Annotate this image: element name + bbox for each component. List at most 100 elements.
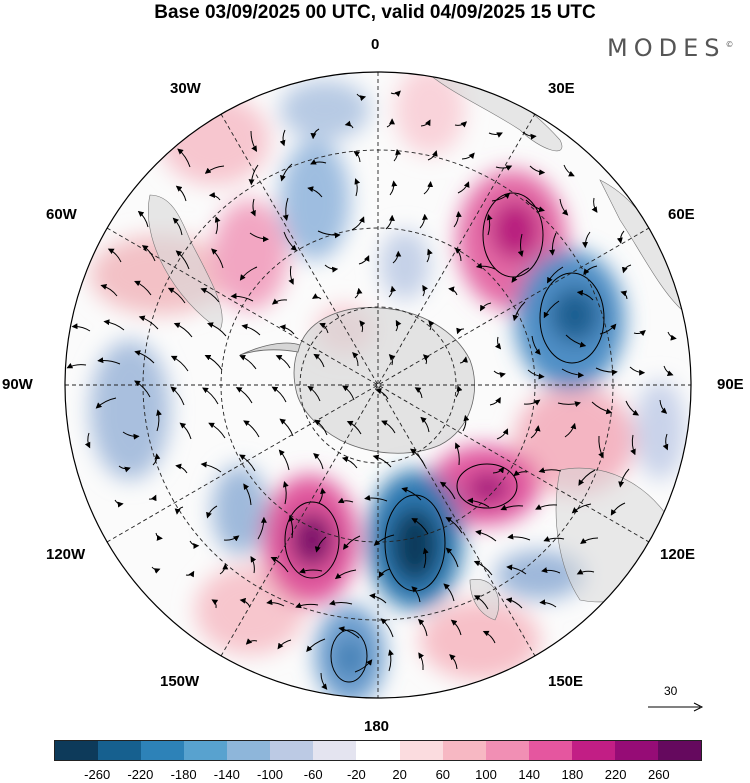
wind-vector — [495, 336, 502, 350]
wind-vector — [576, 289, 594, 301]
wind-vector — [525, 199, 545, 213]
wind-vector — [426, 248, 433, 263]
colorbar-tick-label: -100 — [256, 767, 284, 782]
wind-vector — [239, 355, 257, 370]
wind-vector — [257, 516, 267, 540]
wind-vector — [389, 180, 398, 196]
wind-vector — [134, 380, 151, 398]
wind-vector — [270, 557, 289, 573]
wind-vector — [475, 262, 496, 270]
colorbar-swatch — [485, 741, 529, 760]
wind-vector — [591, 401, 613, 415]
wind-vector — [445, 517, 463, 534]
colorbar-tick-label: 260 — [647, 767, 670, 782]
wind-vector — [423, 181, 434, 195]
wind-vector — [103, 319, 125, 331]
wind-vector — [563, 164, 575, 177]
wind-vector — [422, 354, 430, 365]
wind-vector — [630, 434, 636, 456]
wind-vector — [549, 232, 557, 256]
wind-vector — [95, 397, 117, 409]
wind-vector — [388, 285, 397, 298]
wind-vector — [175, 463, 188, 474]
wind-vector — [473, 560, 493, 576]
new-zealand-landmass — [469, 579, 500, 621]
wind-vector — [538, 467, 562, 473]
wind-vector — [279, 418, 294, 437]
colorbar-tick-label: -20 — [346, 767, 366, 782]
wind-vector — [288, 265, 294, 285]
lon-label-150e: 150E — [548, 673, 584, 690]
wind-vector — [138, 315, 159, 330]
wind-vector — [591, 197, 598, 213]
wind-vector — [543, 536, 565, 542]
wind-vector — [137, 210, 149, 228]
wind-vector — [249, 232, 269, 243]
wind-vector — [250, 130, 258, 152]
wind-vector — [282, 481, 289, 505]
wind-vector — [418, 652, 425, 671]
wind-vector — [500, 504, 524, 511]
wind-vector — [385, 214, 395, 230]
colorbar — [54, 740, 702, 761]
wind-vector — [66, 362, 87, 369]
wind-vector — [172, 217, 183, 236]
wind-vector — [583, 265, 598, 276]
wind-vector — [373, 534, 395, 546]
wind-vector — [250, 198, 256, 217]
wind-vector — [454, 442, 461, 466]
wind-vectors — [66, 90, 677, 690]
wind-vector — [378, 568, 391, 578]
wind-vector — [561, 368, 585, 379]
wind-vector — [175, 250, 190, 270]
wind-vector — [449, 654, 458, 670]
wind-vector — [230, 293, 254, 302]
wind-vector — [364, 494, 388, 502]
wind-vector — [200, 461, 222, 473]
wind-vector — [279, 129, 286, 147]
wind-vector — [420, 416, 430, 433]
colorbar-tick-label: 220 — [604, 767, 627, 782]
wind-vector — [543, 300, 560, 319]
wind-vector — [342, 385, 355, 401]
wind-vector — [337, 497, 354, 504]
wind-vector — [100, 283, 118, 297]
wind-vector — [359, 320, 366, 333]
wind-vector — [314, 536, 327, 553]
wind-vector — [334, 569, 357, 580]
colorbar-tick-label: 20 — [392, 767, 407, 782]
modes-logo: MODES© — [607, 34, 733, 62]
wind-vector — [283, 231, 298, 251]
wind-vector — [388, 353, 396, 366]
wind-vector — [239, 597, 251, 608]
wind-vector — [250, 556, 257, 574]
wind-vector — [493, 370, 506, 378]
wind-vector — [317, 230, 341, 239]
wind-vector — [522, 131, 537, 140]
wind-vector — [313, 353, 325, 368]
map-title: Base 03/09/2025 00 UTC, valid 04/09/2025… — [154, 2, 596, 23]
wind-vector — [204, 355, 223, 371]
wind-vector — [388, 649, 394, 672]
wind-vector — [459, 356, 468, 364]
wind-vector — [489, 397, 501, 406]
wind-vector — [152, 453, 161, 466]
wind-vector — [492, 466, 505, 474]
wind-vector — [318, 487, 326, 504]
wind-vector — [155, 532, 163, 541]
colorbar-swatch — [270, 741, 314, 760]
colorbar-swatch — [442, 741, 486, 760]
wind-vector — [571, 503, 592, 514]
wind-vector — [475, 529, 497, 542]
wind-vector — [576, 568, 595, 575]
wind-vector — [610, 502, 626, 516]
wind-vector — [134, 280, 152, 296]
wind-vector — [659, 399, 668, 414]
wind-vector — [419, 213, 429, 229]
wind-vector — [517, 233, 524, 257]
brand-text: MODES — [607, 34, 726, 62]
wind-vector — [307, 186, 323, 198]
wind-vector — [445, 547, 459, 568]
lon-label-0: 0 — [371, 36, 380, 53]
wind-vector — [467, 497, 490, 508]
